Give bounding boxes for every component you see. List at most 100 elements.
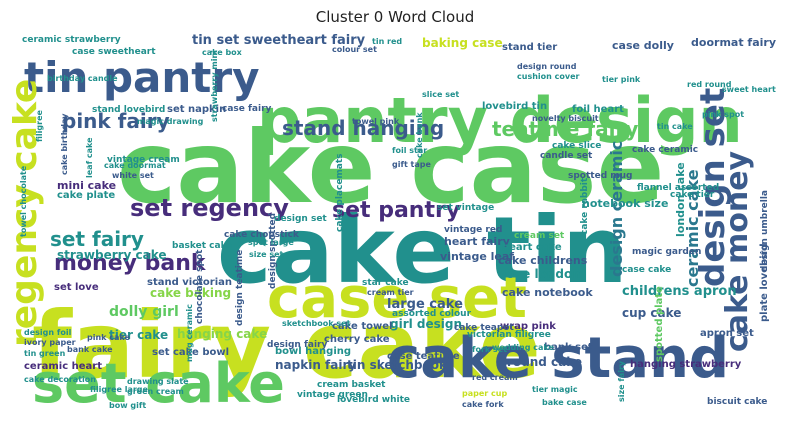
word-cake-doormat: cake doormat [104, 161, 166, 170]
word-stand-hanging: stand hanging [282, 116, 444, 140]
word-apron-set: apron set [700, 328, 754, 339]
word-tin-red: tin red [372, 37, 402, 46]
word-cream-tier: cream tier [367, 288, 414, 297]
word-spotted-plate: spotted plate [654, 286, 665, 362]
word-cake-ceramic: cake ceramic [632, 145, 698, 155]
word-hanging-cake: hanging cake [177, 327, 267, 341]
word-cake-case: cake case [117, 109, 664, 226]
word-love-london: love london [502, 267, 581, 281]
word-strawberry-cake: strawberry cake [57, 248, 167, 262]
word-novelty-biscuit: novelty biscuit [532, 114, 599, 123]
word-cake-chopstick: cake chopstick [224, 230, 300, 240]
word-filigree: filigree [35, 109, 44, 142]
word-birthday-candle: birthday candle [47, 74, 118, 83]
word-plate-lovebird: plate lovebird [759, 243, 770, 322]
word-design-round: design round [517, 62, 577, 71]
word-mini-cake: mini cake [57, 179, 116, 192]
word-pink-fairy: pink fairy [62, 109, 170, 133]
word-towel-pink: towel pink [352, 117, 400, 126]
word-bowl-hanging: bowl hanging [275, 346, 351, 357]
word-filigree-large: filigree large [90, 385, 149, 394]
word-design-set: design set [274, 214, 327, 224]
word-heart-fairy: heart fairy [444, 235, 510, 248]
word-sweet-heart: sweet heart [722, 85, 776, 94]
word-cake-placemats: cake placemats [335, 153, 345, 232]
word-green-cream: green cream [127, 387, 184, 396]
word-cake-bank: cake bank [415, 112, 424, 158]
word-bow-gift: bow gift [109, 401, 146, 410]
word-cake-birthday: cake birthday [60, 113, 69, 175]
word-size-fairy: size fairy [617, 360, 626, 402]
word-tier-pink: tier pink [602, 75, 641, 84]
word-leaf-cake: leaf cake [85, 137, 94, 178]
word-wrap-pink: wrap pink [500, 321, 556, 332]
word-set-cake: set cake [32, 352, 285, 415]
word-case-sweetheart: case sweetheart [72, 47, 156, 57]
word-case-set: case set [267, 266, 527, 331]
word-cake-tier: cake tier [670, 190, 715, 200]
word-notebook-size: notebook size [582, 197, 668, 210]
word-cup-cake: cup cake [622, 306, 681, 320]
word-design-foil: design foil [24, 328, 72, 337]
word-tin-set-sweetheart-fairy: tin set sweetheart fairy [192, 33, 366, 48]
word-red-round: red round [687, 80, 732, 89]
word-cake-rabbit: cake rabbit [580, 177, 590, 235]
word-biscuit-cake: biscuit cake [707, 397, 767, 407]
chart-title: Cluster 0 Word Cloud [315, 8, 475, 26]
word-tin-green: tin green [24, 349, 66, 358]
word-basket-cake: basket cake [172, 241, 232, 251]
word-tin-cake: tin cake [657, 122, 693, 131]
word-ceramic-cake: ceramic cake [683, 169, 702, 287]
word-cherry-cake: cherry cake [324, 334, 390, 345]
word-tin-pantry: tin pantry [24, 53, 259, 102]
word-teatime-fairy: teatime fairy [492, 117, 638, 141]
word-set-regency: set regency [130, 194, 289, 222]
word-lovebird-tin: lovebird tin [482, 101, 547, 112]
word-tier-cake: tier cake [109, 328, 168, 342]
word-spotted-mug: spotted mug [568, 171, 633, 181]
word-case-cake: case cake [622, 265, 671, 275]
word-sketchbook-set: sketchbook set [282, 319, 351, 328]
word-set-pantry: set pantry [332, 198, 460, 223]
word-napkin-fairy: napkin fairy [275, 358, 356, 372]
word-large-cake: large cake [387, 297, 463, 312]
word-cream-set: cream set [514, 231, 565, 241]
word-paper-cup: paper cup [462, 389, 507, 398]
word-chocolate-spot: chocolate spot [195, 249, 205, 324]
word-set-napkin: set napkin [167, 104, 226, 115]
word-set-fairy: set fairy [50, 227, 144, 251]
word-red-cream: red cream [472, 373, 518, 382]
word-case-fairy: case fairy [222, 104, 272, 114]
word-regency-cake: regency cake [12, 79, 45, 347]
word-assorted-colour: assorted colour [392, 309, 472, 319]
word-fork-set: fork set [472, 345, 507, 354]
word-design-spotted: design spotted [268, 213, 278, 289]
word-london-cake: london cake [674, 162, 687, 237]
word-cake-childrens: cake childrens [498, 254, 588, 267]
word-drawing-slate: drawing slate [127, 377, 189, 386]
word-cake-plate: cake plate [57, 190, 115, 201]
word-bake-case: bake case [542, 398, 587, 407]
word-design-ceramic: design ceramic [607, 141, 626, 277]
word-vintage-cream: vintage cream [107, 155, 180, 165]
word-ivory-paper: ivory paper [24, 338, 76, 347]
word-stand-tier: stand tier [502, 42, 557, 53]
word-case-dolly: case dolly [612, 39, 674, 52]
word-design-fairy: design fairy [267, 340, 327, 350]
word-cake-slice: cake slice [552, 141, 601, 151]
word-victorian-filigree: victorian filigree [467, 330, 551, 340]
word-cake-box: cake box [202, 48, 243, 57]
word-design-set: design set [693, 88, 733, 287]
word-magic-drawing: magic drawing [137, 117, 204, 126]
word-mug-ceramic: mug ceramic [185, 304, 194, 362]
word-cake-teapot: cake teapot [454, 323, 514, 333]
word-foil-heart: foil heart [572, 104, 624, 115]
word-star-cake: star cake [362, 278, 409, 288]
word-cake-notebook: cake notebook [502, 286, 593, 299]
word-cake-money: cake money [720, 150, 755, 352]
word-design-teatime: design teatime [235, 250, 245, 326]
word-cake-towel: cake towel [332, 321, 392, 332]
word-pink-spot: pink spot [702, 110, 744, 119]
word-cake-decoration: cake decoration [24, 375, 96, 384]
